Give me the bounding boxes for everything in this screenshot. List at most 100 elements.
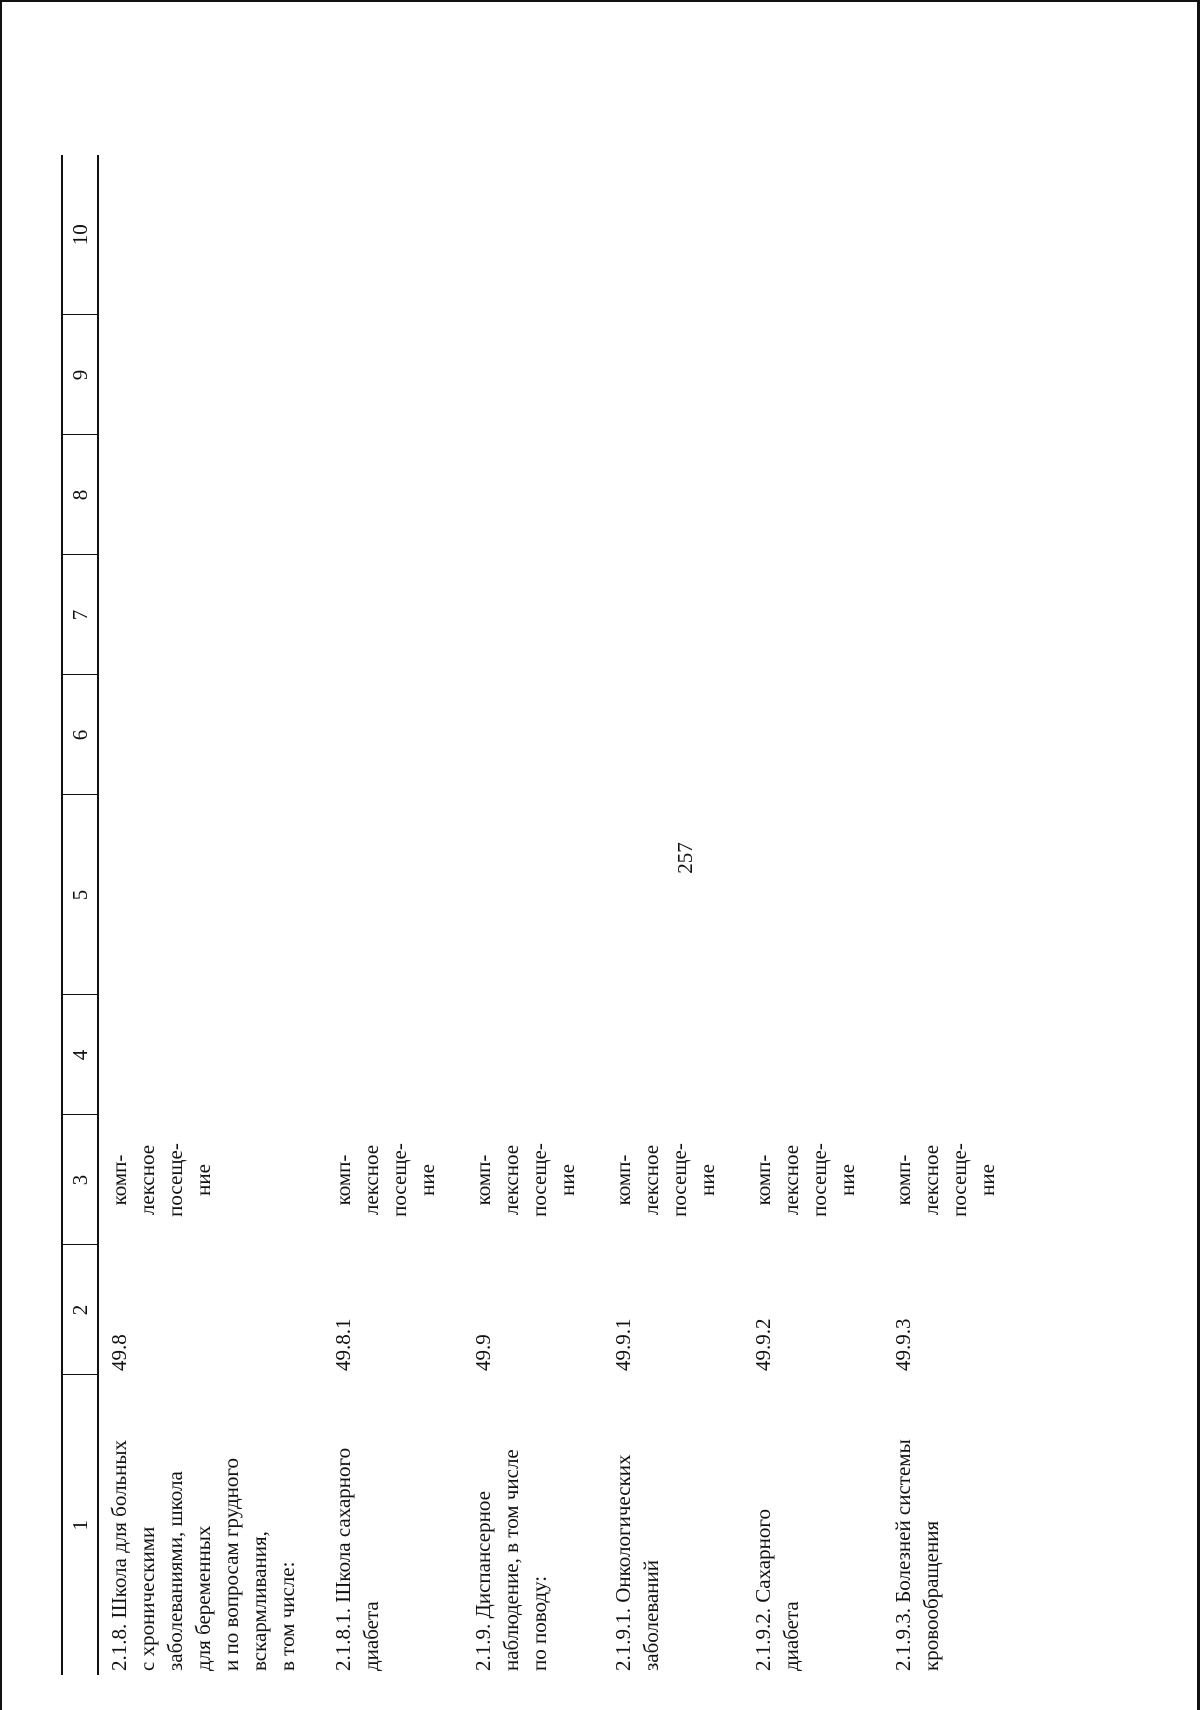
row-code-cell: 49.8.1: [331, 1318, 355, 1372]
row-name-line: 2.1.9.3. Болезней системы: [891, 1439, 915, 1671]
row-unit-line: комп-: [107, 1154, 131, 1206]
column-header-7: 7: [62, 555, 98, 675]
row-unit-line: ние: [695, 1164, 719, 1196]
table-row: 2.1.8. Школа для больных с хроническими за…: [98, 155, 323, 1675]
column-header-5: 5: [62, 795, 98, 995]
row-name-line: с хроническими: [135, 1526, 159, 1671]
row-name-line: 2.1.8. Школа для больных: [107, 1440, 131, 1671]
row-unit-line: посеще-: [387, 1143, 411, 1217]
rotated-table-container: 1 2 3 4 5 6 7 8 9 10 2.1.8. Школа для больных с хр…: [61, 155, 1109, 1675]
table-body: 2.1.8. Школа для больных с хроническими за…: [98, 155, 1023, 1675]
row-unit-line: ние: [555, 1164, 579, 1196]
row-name-line: заболеваниями, школа: [163, 1471, 187, 1671]
table-row: 2.1.9.2. Сахарного диабета 49.9.2 комп-лекс…: [743, 155, 883, 1675]
empty-cell-col-7: [743, 555, 883, 675]
row-name-line: диабета: [779, 1601, 803, 1671]
table-row: 2.1.9.3. Болезней системы кровообращения 4…: [883, 155, 1023, 1675]
row-unit-line: посеще-: [527, 1143, 551, 1217]
empty-cell-col-10: [463, 155, 603, 315]
empty-cell-col-5: [743, 795, 883, 995]
empty-cell-col-7: [883, 555, 1023, 675]
row-name-line: в том числе:: [275, 1561, 299, 1671]
row-unit-line: посеще-: [163, 1143, 187, 1217]
row-unit-line: ние: [191, 1164, 215, 1196]
row-unit-line: лексное: [919, 1144, 943, 1216]
row-name-cell: 2.1.9.1. Онкологических заболеваний: [603, 1375, 743, 1675]
empty-cell-col-4: [883, 995, 1023, 1115]
scan-left-edge: [0, 0, 2, 1710]
empty-cell-col-9: [323, 315, 463, 435]
empty-cell-col-9: [883, 315, 1023, 435]
row-name-cell: 2.1.8. Школа для больных с хроническими за…: [98, 1375, 323, 1675]
row-name-line: наблюдение, в том числе: [499, 1449, 523, 1671]
empty-cell-col-4: [463, 995, 603, 1115]
empty-cell-col-6: [323, 675, 463, 795]
row-code-cell: 49.9.1: [611, 1318, 635, 1372]
row-unit-line: лексное: [359, 1144, 383, 1216]
row-name-line: заболеваний: [639, 1560, 663, 1671]
row-name-cell: 2.1.9. Диспансерное наблюдение, в том чис…: [463, 1375, 603, 1675]
row-unit-line: комп-: [891, 1154, 915, 1206]
row-name-cell: 2.1.9.2. Сахарного диабета: [743, 1375, 883, 1675]
column-header-3: 3: [62, 1115, 98, 1245]
row-code-cell: 49.9.3: [891, 1318, 915, 1372]
row-code-cell: 49.9.2: [751, 1318, 775, 1372]
row-name-line: кровообращения: [919, 1520, 943, 1671]
empty-cell-col-7: [323, 555, 463, 675]
row-code-cell: 49.9: [471, 1334, 495, 1371]
column-header-6: 6: [62, 675, 98, 795]
empty-cell-col-9: [463, 315, 603, 435]
empty-cell-col-6: [883, 675, 1023, 795]
row-unit-line: лексное: [639, 1144, 663, 1216]
row-unit-cell: комп-лексное посеще-ние: [98, 1115, 323, 1245]
row-unit-line: комп-: [611, 1154, 635, 1206]
row-unit-line: лексное: [499, 1144, 523, 1216]
row-name-line: 2.1.9.1. Онкологических: [611, 1454, 635, 1671]
row-unit-line: посеще-: [667, 1143, 691, 1217]
empty-cell-col-10: [883, 155, 1023, 315]
row-name-line: вскармливания,: [247, 1531, 271, 1671]
column-header-4: 4: [62, 995, 98, 1115]
empty-cell-col-4: [743, 995, 883, 1115]
row-unit-line: комп-: [471, 1154, 495, 1206]
row-code-cell: 49.8: [107, 1334, 131, 1371]
row-unit-cell: комп-лексное посеще-ние: [603, 1115, 743, 1245]
empty-cell-col-6: [743, 675, 883, 795]
empty-cell-col-4: [323, 995, 463, 1115]
row-name-line: 2.1.9. Диспансерное: [471, 1491, 495, 1671]
row-name-line: для беременных: [191, 1525, 215, 1671]
empty-cell-col-10: [323, 155, 463, 315]
empty-cell-col-8: [463, 435, 603, 555]
empty-cell-col-8: [603, 435, 743, 555]
row-name-line: и по вопросам грудного: [219, 1458, 243, 1671]
row-unit-line: ние: [415, 1164, 439, 1196]
empty-cell-col-5: [98, 795, 323, 995]
services-table: 1 2 3 4 5 6 7 8 9 10 2.1.8. Школа для больных с хр…: [61, 155, 1023, 1675]
row-unit-line: лексное: [135, 1144, 159, 1216]
empty-cell-col-8: [323, 435, 463, 555]
empty-cell-col-10: [603, 155, 743, 315]
empty-cell-col-6: [463, 675, 603, 795]
row-name-line: диабета: [359, 1601, 383, 1671]
empty-cell-col-7: [98, 555, 323, 675]
empty-cell-col-5: [603, 795, 743, 995]
empty-cell-col-8: [98, 435, 323, 555]
empty-cell-col-10: [98, 155, 323, 315]
empty-cell-col-5: [883, 795, 1023, 995]
row-unit-line: посеще-: [807, 1143, 831, 1217]
column-header-8: 8: [62, 435, 98, 555]
empty-cell-col-8: [743, 435, 883, 555]
empty-cell-col-9: [603, 315, 743, 435]
empty-cell-col-6: [98, 675, 323, 795]
row-unit-cell: комп-лексное посеще-ние: [323, 1115, 463, 1245]
row-unit-line: посеще-: [947, 1143, 971, 1217]
row-unit-cell: комп-лексное посеще-ние: [883, 1115, 1023, 1245]
empty-cell-col-9: [743, 315, 883, 435]
row-name-line: 2.1.9.2. Сахарного: [751, 1509, 775, 1671]
empty-cell-col-5: [463, 795, 603, 995]
scan-top-edge: [0, 0, 1200, 2]
row-name-line: по поводу:: [527, 1575, 551, 1671]
column-header-2: 2: [62, 1245, 98, 1375]
empty-cell-col-5: [323, 795, 463, 995]
row-unit-line: комп-: [331, 1154, 355, 1206]
